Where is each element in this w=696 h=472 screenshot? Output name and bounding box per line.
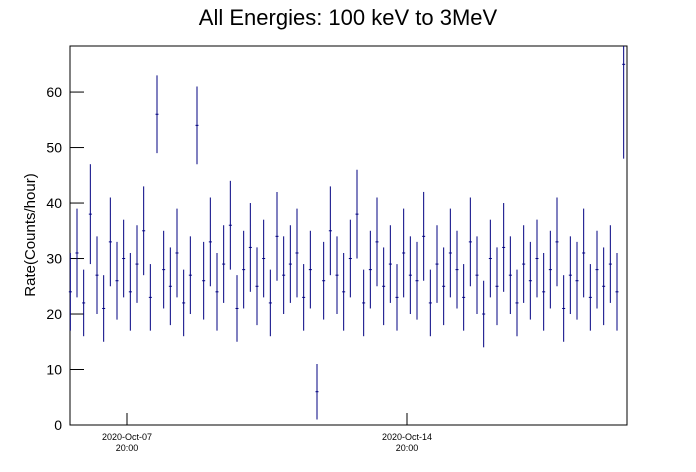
plot-frame — [69, 45, 628, 426]
x-tick-label: 2020-Oct-07 — [102, 432, 152, 442]
y-tick-label: 50 — [46, 140, 62, 156]
x-tick-label: 20:00 — [116, 443, 139, 453]
y-tick-label: 10 — [46, 362, 62, 378]
y-tick-label: 20 — [46, 306, 62, 322]
x-tick-label: 20:00 — [396, 443, 419, 453]
x-tick-label: 2020-Oct-14 — [382, 432, 432, 442]
y-tick-label: 40 — [46, 195, 62, 211]
series — [68, 46, 626, 420]
y-tick-label: 30 — [46, 251, 62, 267]
y-tick-label: 0 — [54, 417, 62, 433]
chart-title: All Energies: 100 keV to 3MeV — [199, 5, 498, 30]
y-axis-label: Rate(Counts/hour) — [22, 173, 39, 296]
y-tick-label: 60 — [46, 84, 62, 100]
